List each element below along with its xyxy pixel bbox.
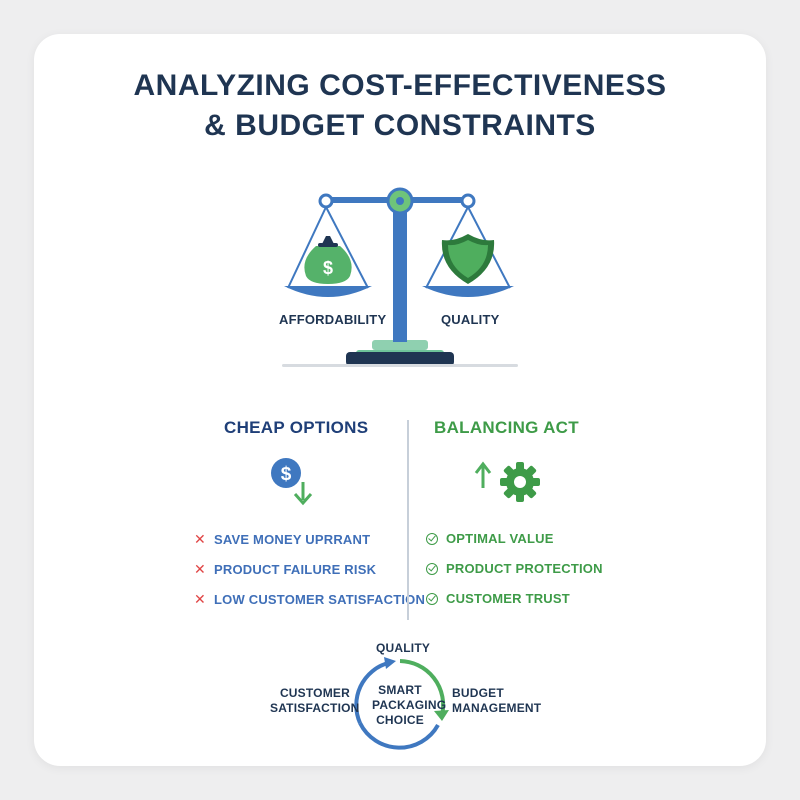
x-icon: ✕: [194, 561, 206, 577]
balance-item-label: PRODUCT PROTECTION: [446, 561, 603, 576]
svg-text:$: $: [323, 258, 333, 278]
cycle-center-label: SMART PACKAGING CHOICE: [372, 683, 447, 728]
svg-text:$: $: [281, 464, 292, 485]
cycle-center-line: SMART: [378, 683, 422, 697]
cycle-budget-label: BUDGET MANAGEMENT: [452, 686, 541, 716]
cycle-center-line: PACKAGING: [372, 698, 447, 712]
list-item: ✕ LOW CUSTOMER SATISFACTION: [194, 591, 425, 608]
check-circle-icon: [426, 532, 438, 545]
content-card: [34, 34, 766, 766]
list-item: ✕ PRODUCT FAILURE RISK: [194, 561, 376, 578]
x-icon: ✕: [194, 531, 206, 547]
cheap-item-label: PRODUCT FAILURE RISK: [214, 562, 377, 577]
title-line-1: ANALYZING COST-EFFECTIVENESS: [133, 69, 667, 102]
quality-scale-label: QUALITY: [441, 312, 500, 327]
x-icon: ✕: [194, 591, 206, 607]
balancing-act-heading: BALANCING ACT: [434, 418, 579, 437]
shield-icon: [441, 234, 495, 284]
list-item: PRODUCT PROTECTION: [426, 561, 603, 576]
cycle-left-line: SATISFACTION: [270, 701, 360, 715]
check-circle-icon: [426, 592, 438, 605]
ground-line: [282, 364, 518, 367]
balance-item-label: CUSTOMER TRUST: [446, 591, 570, 606]
cycle-left-line: CUSTOMER: [279, 686, 350, 700]
money-bag-icon: $: [304, 236, 352, 284]
gear-up-icon: [474, 461, 540, 502]
balance-item-label: OPTIMAL VALUE: [446, 531, 554, 546]
cycle-right-line: BUDGET: [452, 686, 504, 700]
check-circle-icon: [426, 562, 438, 575]
cycle-right-line: MANAGEMENT: [452, 701, 542, 715]
cycle-center-line: CHOICE: [376, 713, 424, 727]
cycle-arrows-icon: [354, 657, 449, 750]
title-line-2: & BUDGET CONSTRAINTS: [204, 109, 596, 142]
cheap-item-label: SAVE MONEY UPRRANT: [214, 532, 371, 547]
list-item: CUSTOMER TRUST: [426, 591, 570, 606]
balance-scale-icon: $: [284, 187, 514, 366]
list-item: OPTIMAL VALUE: [426, 531, 554, 546]
affordability-label: AFFORDABILITY: [279, 312, 387, 327]
dollar-down-icon: $: [271, 458, 313, 506]
cycle-quality-label: QUALITY: [376, 641, 431, 655]
column-divider: [407, 420, 409, 620]
cheap-options-heading: CHEAP OPTIONS: [224, 418, 369, 437]
cheap-item-label: LOW CUSTOMER SATISFACTION: [214, 592, 426, 607]
cycle-customer-label: CUSTOMER SATISFACTION: [270, 686, 360, 716]
list-item: ✕ SAVE MONEY UPRRANT: [194, 531, 370, 548]
page-title: ANALYZING COST-EFFECTIVENESS & BUDGET CO…: [0, 66, 800, 146]
